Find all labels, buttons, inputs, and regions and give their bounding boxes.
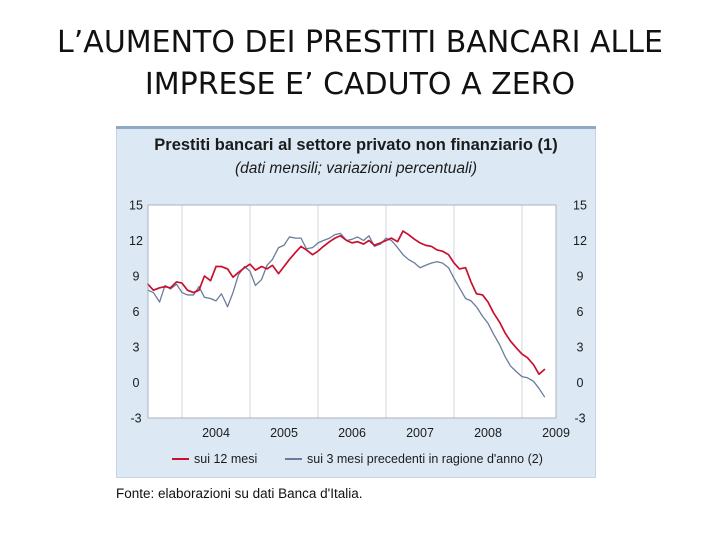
legend-item-12-months-label: sui 12 mesi <box>194 452 257 466</box>
chart-top-rule <box>116 126 596 129</box>
y-tick-label-left: 3 <box>133 341 140 355</box>
y-tick-labels-right: 15 12 9 6 3 0 -3 <box>573 199 587 426</box>
x-tick-labels: 2004 2005 2006 2007 2008 2009 <box>202 426 570 440</box>
y-tick-label-left: 9 <box>133 270 140 284</box>
y-tick-labels-left: 15 12 9 6 3 0 -3 <box>129 199 143 426</box>
y-tick-label-right: 9 <box>577 270 584 284</box>
y-tick-label-right: 6 <box>577 305 584 319</box>
slide-title: L’AUMENTO DEI PRESTITI BANCARI ALLE IMPR… <box>0 22 720 106</box>
y-tick-label-right: 3 <box>577 341 584 355</box>
y-tick-label-left: 12 <box>129 234 143 248</box>
y-tick-label-left: -3 <box>130 412 141 426</box>
x-tick-label: 2009 <box>542 426 570 440</box>
legend: sui 12 mesi sui 3 mesi precedenti in ragi… <box>172 452 543 466</box>
series-line-12-months <box>147 230 546 376</box>
y-tick-label-left: 15 <box>129 199 143 213</box>
slide-title-line-2: IMPRESE E’ CADUTO A ZERO <box>144 67 576 102</box>
y-tick-label-left: 0 <box>133 376 140 390</box>
series-lines <box>147 230 546 398</box>
x-tick-label: 2005 <box>270 426 298 440</box>
chart-subtitle: (dati mensili; variazioni percentuali) <box>234 160 478 177</box>
x-tick-label: 2008 <box>474 426 502 440</box>
y-tick-label-right: 0 <box>577 376 584 390</box>
slide-title-line-1: L’AUMENTO DEI PRESTITI BANCARI ALLE <box>57 25 663 60</box>
y-tick-label-right: 12 <box>573 234 587 248</box>
plot-area <box>148 205 556 418</box>
legend-item-3-months-label: sui 3 mesi precedenti in ragione d'anno … <box>307 452 543 466</box>
plot-frame <box>147 204 557 419</box>
y-tick-label-right: 15 <box>573 199 587 213</box>
chart-title: Prestiti bancari al settore privato non … <box>154 136 558 154</box>
x-tick-label: 2006 <box>338 426 366 440</box>
x-tick-label: 2004 <box>202 426 230 440</box>
x-tick-label: 2007 <box>406 426 434 440</box>
y-tick-label-left: 6 <box>133 305 140 319</box>
y-tick-label-right: -3 <box>574 412 585 426</box>
source-note: Fonte: elaborazioni su dati Banca d'Ital… <box>116 486 363 501</box>
